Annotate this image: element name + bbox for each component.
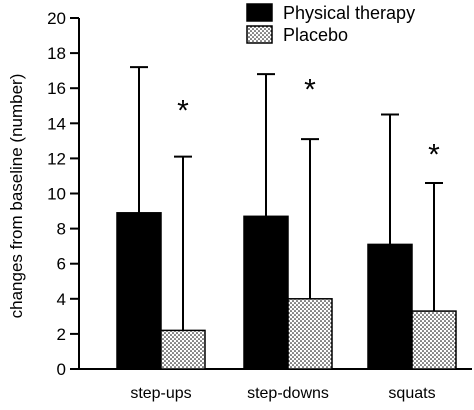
y-tick-label: 2 [57, 325, 66, 344]
y-tick-label: 8 [57, 220, 66, 239]
x-category-label: squats [388, 385, 435, 402]
bar-placebo-step-downs [287, 298, 333, 370]
x-category-label: step-downs [247, 385, 329, 402]
y-tick-label: 4 [57, 290, 66, 309]
bar-placebo-step-ups [160, 329, 206, 370]
y-tick-label: 20 [47, 9, 66, 28]
bar-physical-therapy-squats [367, 243, 413, 370]
legend-label: Placebo [283, 25, 348, 45]
y-tick-label: 10 [47, 185, 66, 204]
y-axis-label: changes from baseline (number) [7, 74, 26, 319]
y-tick-label: 6 [57, 255, 66, 274]
legend-swatch-physical-therapy [246, 3, 273, 22]
x-category-label: step-ups [130, 385, 191, 402]
category-labels: step-ups step-downs squats [130, 385, 435, 402]
significance-star: * [304, 73, 316, 106]
error-bars [130, 66, 443, 331]
bar-placebo-squats [411, 310, 457, 370]
bars [116, 212, 457, 370]
y-tick-label: 0 [57, 360, 66, 379]
legend-swatch-placebo [246, 25, 273, 44]
y-tick-label: 14 [47, 114, 66, 133]
y-ticks: 0 2 4 6 8 10 12 14 16 18 20 [47, 9, 79, 379]
significance-star: * [177, 94, 189, 127]
bar-physical-therapy-step-ups [116, 212, 162, 370]
significance-star: * [428, 138, 440, 171]
y-tick-label: 16 [47, 79, 66, 98]
y-tick-label: 18 [47, 44, 66, 63]
y-tick-label: 12 [47, 149, 66, 168]
bar-physical-therapy-step-downs [243, 215, 289, 370]
significance-markers: * * * [177, 73, 440, 171]
legend-label: Physical therapy [283, 3, 415, 23]
